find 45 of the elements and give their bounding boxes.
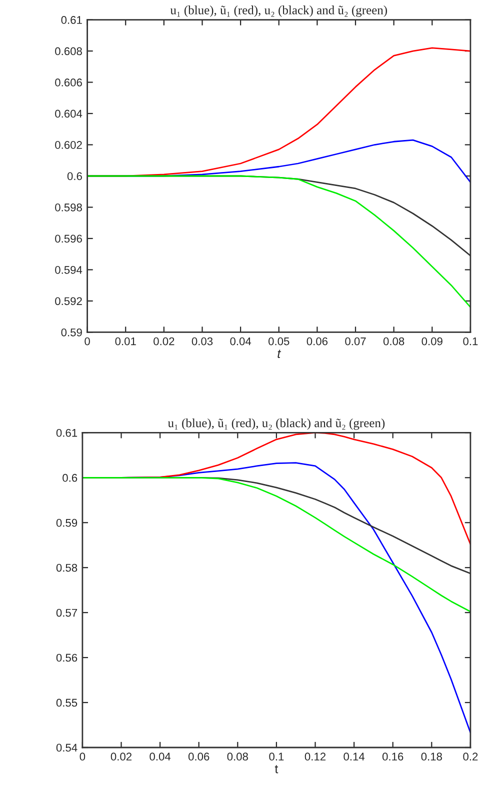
chart-title: u₁ (blue), ũ₁ (red), u₂ (black) and ũ₂ (green) (170, 6, 387, 17)
x-tick-label: 0.06 (188, 752, 210, 761)
y-tick-label: 0.57 (56, 608, 78, 617)
y-tick-label: 0.59 (56, 518, 78, 527)
x-tick-label: 0.02 (110, 752, 132, 761)
y-tick-label: 0.592 (55, 297, 82, 306)
x-tick-label: 0.04 (230, 337, 252, 346)
x-tick-label: 0.06 (306, 337, 328, 346)
x-tick-label: 0.02 (154, 337, 174, 346)
y-tick-label: 0.606 (55, 78, 82, 86)
y-tick-label: 0.6 (67, 172, 82, 180)
x-tick-label: 0.05 (268, 337, 290, 346)
x-tick-label: 0.09 (422, 337, 442, 346)
y-tick-label: 0.6 (62, 474, 78, 482)
x-tick-label: 0.03 (192, 337, 213, 346)
x-tick-label: 0.12 (304, 752, 326, 761)
x-tick-label: 0.18 (421, 752, 442, 761)
y-tick-label: 0.55 (56, 698, 78, 707)
x-tick-label: 0 (84, 337, 90, 346)
x-axis-title: t (274, 765, 278, 774)
y-tick-label: 0.56 (56, 654, 78, 662)
x-tick-label: 0.08 (227, 752, 248, 761)
x-tick-label: 0.01 (115, 337, 136, 346)
y-tick-label: 0.54 (56, 744, 78, 752)
y-tick-label: 0.604 (55, 110, 82, 118)
x-tick-label: 0.08 (383, 337, 404, 346)
y-tick-label: 0.598 (55, 204, 82, 212)
y-tick-label: 0.61 (61, 16, 82, 24)
y-tick-label: 0.594 (55, 266, 82, 274)
chart-title: u₁ (blue), ũ₁ (red), u₂ (black) and ũ₂ (green) (168, 418, 385, 430)
y-tick-label: 0.602 (55, 141, 82, 149)
x-tick-label: 0.04 (150, 752, 171, 761)
x-tick-label: 0.1 (269, 752, 284, 761)
x-tick-label: 0.1 (463, 337, 478, 346)
y-tick-label: 0.59 (61, 328, 82, 336)
y-tick-label: 0.608 (55, 47, 82, 56)
x-tick-label: 0.07 (345, 337, 366, 346)
x-tick-label: 0.2 (463, 752, 478, 761)
y-tick-label: 0.61 (56, 428, 78, 437)
x-axis-title: t (278, 350, 282, 358)
x-tick-label: 0 (80, 752, 86, 761)
x-tick-label: 0.14 (344, 752, 365, 761)
x-tick-label: 0.16 (382, 752, 404, 761)
y-tick-label: 0.596 (55, 234, 82, 243)
y-tick-label: 0.58 (56, 564, 78, 572)
